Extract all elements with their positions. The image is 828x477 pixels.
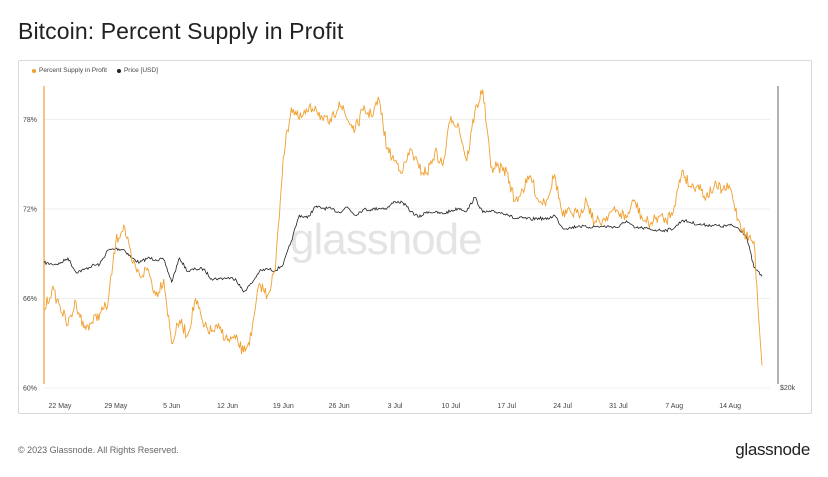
- x-tick-label: 19 Jun: [273, 403, 294, 410]
- x-tick-label: 14 Aug: [719, 403, 741, 410]
- x-axis: 22 May 29 May 5 Jun 12 Jun 19 Jun 26 Jun 3 Jul…: [48, 403, 741, 410]
- legend-swatch-supply: [32, 68, 36, 73]
- percent-supply-in-profit-line: [43, 89, 763, 366]
- x-tick-label: 5 Jun: [163, 403, 180, 410]
- y-axis-left: 60% 66% 72% 78%: [23, 117, 37, 393]
- legend-item-price[interactable]: Price [USD]: [116, 67, 158, 74]
- x-tick-label: 7 Aug: [665, 403, 683, 410]
- y-right-tick-label: $20k: [780, 385, 796, 392]
- price-usd-line: [43, 196, 763, 293]
- x-tick-label: 3 Jul: [388, 403, 403, 410]
- series-group: [43, 89, 763, 366]
- x-tick-label: 17 Jul: [497, 403, 516, 410]
- y-tick-label: 66%: [23, 296, 37, 303]
- glassnode-logo: glassnode: [735, 440, 810, 459]
- y-tick-label: 72%: [23, 206, 37, 213]
- legend-label-supply: Percent Supply in Profit: [39, 67, 107, 74]
- grid-lines: [44, 118, 770, 389]
- legend-swatch-price: [116, 68, 121, 73]
- copyright-text: © 2023 Glassnode. All Rights Reserved.: [18, 445, 179, 455]
- x-tick-label: 31 Jul: [609, 403, 628, 410]
- x-tick-label: 29 May: [104, 403, 127, 410]
- x-tick-label: 12 Jun: [217, 403, 238, 410]
- x-tick-label: 10 Jul: [442, 403, 461, 410]
- page-title: Bitcoin: Percent Supply in Profit: [18, 18, 344, 44]
- y-tick-label: 60%: [23, 386, 37, 393]
- chart-legend: Percent Supply in Profit Price [USD]: [32, 67, 158, 74]
- y-axis-right: $20k: [43, 86, 796, 392]
- legend-label-price: Price [USD]: [123, 67, 158, 74]
- legend-item-supply[interactable]: Percent Supply in Profit: [32, 67, 107, 74]
- y-tick-label: 78%: [23, 117, 37, 124]
- x-tick-label: 24 Jul: [553, 403, 572, 410]
- x-tick-label: 22 May: [48, 403, 71, 410]
- watermark-text: glassnode: [290, 215, 482, 264]
- x-tick-label: 26 Jun: [329, 403, 350, 410]
